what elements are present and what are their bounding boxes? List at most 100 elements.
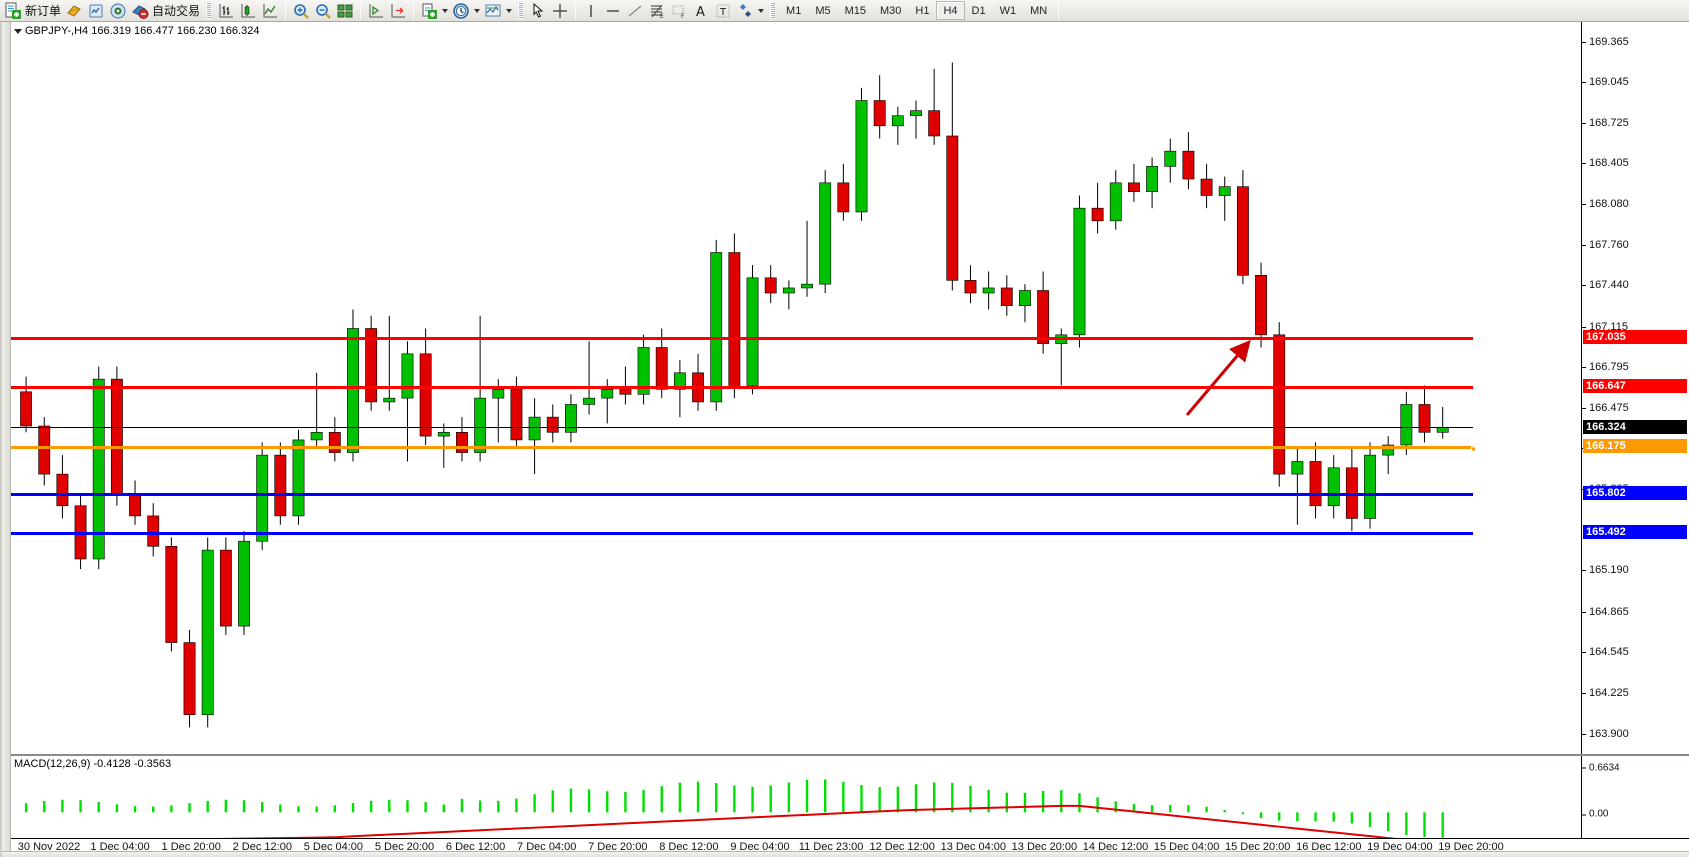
svg-text:A: A [696, 5, 705, 20]
timeframe-button-w1[interactable]: W1 [999, 5, 1017, 17]
toolbar-grip-3[interactable] [770, 2, 776, 19]
cursor-button[interactable] [527, 1, 549, 21]
expert-advisors-button[interactable] [63, 1, 85, 21]
macd-histogram-bar [1223, 810, 1226, 813]
zoom-out-button[interactable] [312, 1, 334, 21]
macd-histogram-bar [260, 802, 264, 813]
channel-button[interactable]: F [668, 1, 690, 21]
macd-histogram-bar [1023, 792, 1027, 813]
candlestick [564, 404, 577, 433]
periods-button[interactable] [450, 1, 482, 21]
chart-plot-area[interactable]: GBPJPY-,H4 166.319 166.477 166.230 166.3… [11, 22, 1689, 857]
navigator-button[interactable] [107, 1, 129, 21]
candlestick [274, 454, 287, 517]
auto-trading-label: 自动交易 [152, 4, 201, 18]
templates-icon [484, 2, 502, 20]
price-tick: 167.440 [1582, 279, 1629, 291]
macd-histogram-bar [733, 785, 736, 813]
macd-histogram-bar [1041, 791, 1045, 813]
macd-histogram-bar [297, 806, 300, 813]
candlestick [891, 115, 904, 127]
candlestick [419, 353, 432, 437]
candlestick [1000, 287, 1013, 306]
candlestick [201, 549, 214, 716]
indicators-button[interactable] [418, 1, 450, 21]
price-line-order-level[interactable] [11, 445, 1476, 452]
trendline-button[interactable] [624, 1, 646, 21]
shift-end-button[interactable] [387, 1, 409, 21]
timeframe-button-m1[interactable]: M1 [786, 5, 802, 17]
macd-histogram-bar [769, 785, 772, 813]
crosshair-button[interactable] [549, 1, 571, 21]
timeframe-button-h1[interactable]: H1 [915, 5, 930, 17]
macd-histogram-bar [787, 782, 791, 813]
chart-scroll-strip[interactable] [2, 22, 11, 857]
templates-button[interactable] [482, 1, 514, 21]
text-label-button[interactable]: A [690, 1, 712, 21]
bar-chart-button[interactable] [215, 1, 237, 21]
date-tick: 19 Dec 20:00 [1438, 841, 1504, 853]
toolbar-grip-2[interactable] [518, 2, 524, 19]
price-badge-support: 165.802 [1583, 485, 1687, 500]
macd-histogram-bar [932, 782, 936, 813]
zoom-out-icon [314, 2, 332, 20]
price-line-resistance[interactable] [11, 336, 1473, 340]
templates-dropdown-arrow[interactable] [506, 8, 513, 13]
timeframe-button-m15[interactable]: M15 [844, 5, 866, 17]
date-tick: 9 Dec 04:00 [730, 841, 790, 853]
periods-dropdown-arrow[interactable] [474, 8, 481, 13]
candlestick [1200, 178, 1213, 196]
timeframe-button-m30[interactable]: M30 [880, 5, 902, 17]
svg-text:F: F [681, 13, 685, 20]
toolbar-separator-5 [1058, 2, 1060, 19]
arrow-annotation[interactable] [11, 22, 1581, 754]
macd-histogram-bar [660, 786, 663, 813]
chart-collapse-icon[interactable] [14, 28, 22, 34]
text-button[interactable]: T [712, 1, 734, 21]
macd-histogram-bar [969, 785, 972, 813]
vertical-line-button[interactable] [580, 1, 602, 21]
candlestick [1236, 186, 1249, 276]
macd-histogram-bar [1241, 812, 1245, 815]
macd-histogram-bar [678, 782, 682, 813]
timeframe-button-m5[interactable]: M5 [815, 5, 831, 17]
shift-start-button[interactable] [365, 1, 387, 21]
new-order-button[interactable]: 新订单 [2, 1, 63, 21]
svg-text:T: T [719, 7, 727, 18]
shapes-button[interactable] [734, 1, 766, 21]
macd-histogram-bar [1096, 797, 1099, 813]
macd-histogram-bar [1169, 805, 1172, 813]
macd-histogram-bar [642, 789, 645, 813]
price-tick: 167.115 [1582, 321, 1628, 333]
timeframe-button-d1[interactable]: D1 [971, 5, 986, 17]
candlestick-chart-button[interactable] [237, 1, 259, 21]
macd-histogram-bar [333, 805, 337, 813]
macd-histogram-bar [242, 800, 246, 813]
horizontal-line-button[interactable] [602, 1, 624, 21]
price-tick: 165.190 [1582, 564, 1629, 576]
macd-histogram-bar [805, 779, 809, 813]
order-level-handle[interactable] [1471, 446, 1476, 452]
price-line-support[interactable] [11, 492, 1473, 496]
timeframe-button-h4[interactable]: H4 [936, 1, 965, 20]
macd-histogram-bar [369, 800, 373, 813]
cursor-icon [529, 2, 547, 20]
fibonacci-button[interactable]: E [646, 1, 668, 21]
line-chart-button[interactable] [259, 1, 281, 21]
auto-trading-button[interactable]: 自动交易 [129, 1, 202, 21]
macd-histogram-bar [115, 804, 119, 813]
shapes-dropdown-arrow[interactable] [758, 8, 765, 13]
candlestick [365, 328, 378, 403]
indicators-dropdown-arrow[interactable] [442, 8, 449, 13]
fibo-icon: E [648, 2, 666, 20]
timeframe-button-mn[interactable]: MN [1030, 5, 1048, 17]
tile-windows-button[interactable] [334, 1, 356, 21]
price-axis[interactable]: 169.365 169.045 168.725 168.405 168.080 167.7… [1581, 22, 1689, 754]
price-line-support[interactable] [11, 532, 1473, 536]
price-line-current-price[interactable] [11, 426, 1473, 428]
toolbar-grip-1[interactable] [206, 2, 212, 19]
price-line-resistance[interactable] [11, 385, 1473, 389]
macd-histogram-bar [1332, 812, 1335, 822]
zoom-in-button[interactable] [290, 1, 312, 21]
data-window-button[interactable] [85, 1, 107, 21]
